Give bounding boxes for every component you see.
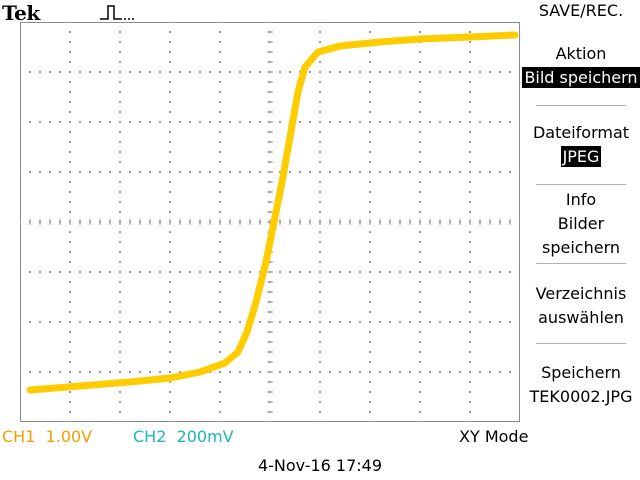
display-mode: XY Mode bbox=[459, 427, 529, 446]
file-format-value: JPEG bbox=[560, 146, 602, 167]
pulse-trigger-icon bbox=[100, 5, 134, 20]
select-folder-button[interactable]: Verzeichnis auswählen bbox=[522, 282, 640, 330]
menu-title: SAVE/REC. bbox=[538, 1, 624, 20]
action-button[interactable]: Aktion Bild speichern bbox=[522, 42, 640, 90]
oscilloscope-display bbox=[20, 22, 520, 422]
info-line-1: Info bbox=[565, 190, 597, 209]
menu-divider bbox=[536, 343, 626, 344]
menu-divider bbox=[536, 105, 626, 106]
action-value: Bild speichern bbox=[522, 67, 640, 88]
save-file-button[interactable]: Speichern TEK0002.JPG bbox=[522, 361, 640, 409]
info-save-images-button[interactable]: Info Bilder speichern bbox=[522, 188, 640, 260]
ch2-scale: CH2 200mV bbox=[133, 427, 234, 446]
file-format-label: Dateiformat bbox=[532, 123, 630, 142]
graticule bbox=[20, 22, 520, 422]
file-format-button[interactable]: Dateiformat JPEG bbox=[522, 121, 640, 169]
save-filename: TEK0002.JPG bbox=[529, 387, 633, 406]
info-line-3: speichern bbox=[542, 238, 620, 257]
folder-line-2: auswählen bbox=[538, 308, 624, 327]
save-line-1: Speichern bbox=[541, 363, 621, 382]
timestamp: 4-Nov-16 17:49 bbox=[257, 456, 383, 475]
tek-logo: Tek bbox=[2, 1, 40, 25]
xy-trace bbox=[26, 31, 519, 394]
graticule-dots bbox=[20, 22, 520, 422]
ch1-scale: CH1 1.00V bbox=[2, 427, 93, 446]
folder-line-1: Verzeichnis bbox=[535, 284, 627, 303]
info-line-2: Bilder bbox=[557, 214, 605, 233]
side-menu: Aktion Bild speichern Dateiformat JPEG I… bbox=[522, 22, 640, 427]
menu-divider bbox=[536, 263, 626, 264]
action-label: Aktion bbox=[555, 44, 607, 63]
menu-divider bbox=[536, 184, 626, 185]
